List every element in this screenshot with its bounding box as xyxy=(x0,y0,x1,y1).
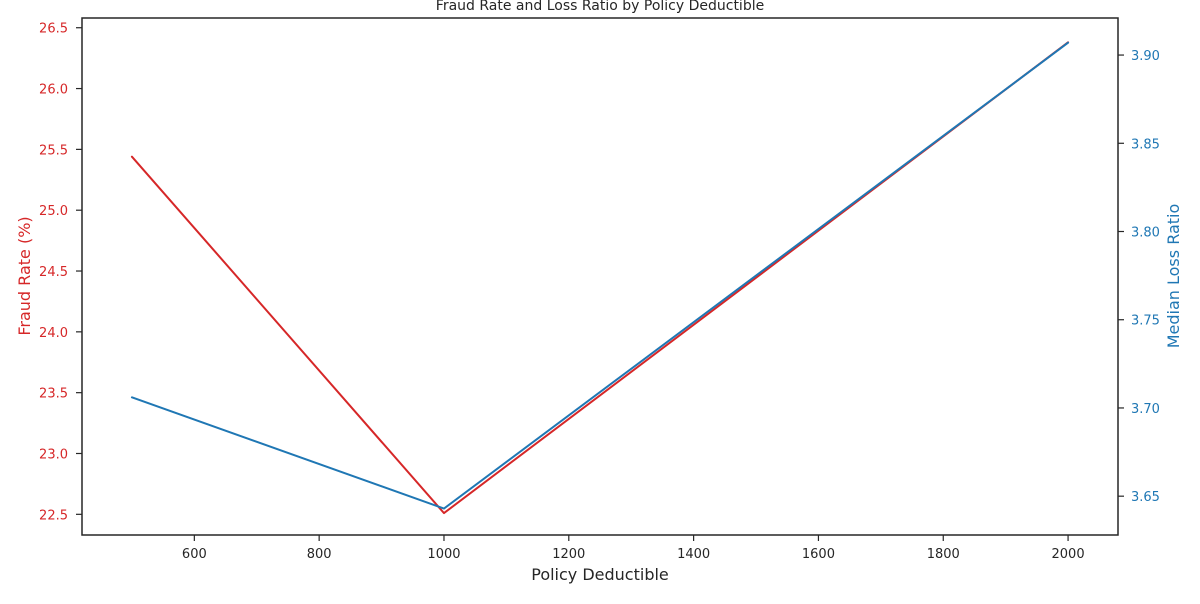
left-y-tick-label: 23.0 xyxy=(39,447,68,462)
left-y-tick-label: 24.0 xyxy=(39,326,68,341)
left-y-tick-label: 26.0 xyxy=(39,83,68,98)
series-layer xyxy=(130,41,1070,515)
right-y-tick-label: 3.75 xyxy=(1131,314,1160,329)
right-y-tick-label: 3.65 xyxy=(1131,490,1160,505)
right-y-axis-label: Median Loss Ratio xyxy=(1164,204,1183,349)
right-y-tick-label: 3.85 xyxy=(1131,137,1160,152)
x-tick-label: 1400 xyxy=(677,547,710,562)
chart-title: Fraud Rate and Loss Ratio by Policy Dedu… xyxy=(436,0,764,14)
right-y-axis-ticks: 3.65 3.70 3.75 3.80 3.85 3.90 xyxy=(1118,49,1160,505)
right-y-tick-label: 3.80 xyxy=(1131,226,1160,241)
x-tick-label: 1800 xyxy=(927,547,960,562)
left-y-tick-label: 24.5 xyxy=(39,265,68,280)
x-tick-label: 1000 xyxy=(427,547,460,562)
x-tick-label: 800 xyxy=(307,547,332,562)
x-axis-label: Policy Deductible xyxy=(531,565,669,584)
right-y-tick-label: 3.90 xyxy=(1131,49,1160,64)
series-line-fraud-rate xyxy=(130,41,1070,515)
x-axis-ticks: 600 800 1000 1200 1400 1600 1800 2000 xyxy=(182,535,1085,562)
x-tick-label: 2000 xyxy=(1052,547,1085,562)
x-tick-label: 1200 xyxy=(552,547,585,562)
left-y-tick-label: 22.5 xyxy=(39,508,68,523)
left-y-axis-ticks: 22.5 23.0 23.5 24.0 24.5 25.0 25.5 26.0 26.5 xyxy=(39,22,82,523)
plot-frame xyxy=(81,17,1119,536)
left-y-tick-label: 23.5 xyxy=(39,387,68,402)
right-y-tick-label: 3.70 xyxy=(1131,402,1160,417)
left-y-axis-label: Fraud Rate (%) xyxy=(15,216,34,335)
left-y-tick-label: 25.5 xyxy=(39,143,68,158)
x-tick-label: 600 xyxy=(182,547,207,562)
series-line-median-loss-ratio xyxy=(130,41,1070,510)
x-tick-label: 1600 xyxy=(802,547,835,562)
left-y-tick-label: 26.5 xyxy=(39,22,68,37)
left-y-tick-label: 25.0 xyxy=(39,204,68,219)
